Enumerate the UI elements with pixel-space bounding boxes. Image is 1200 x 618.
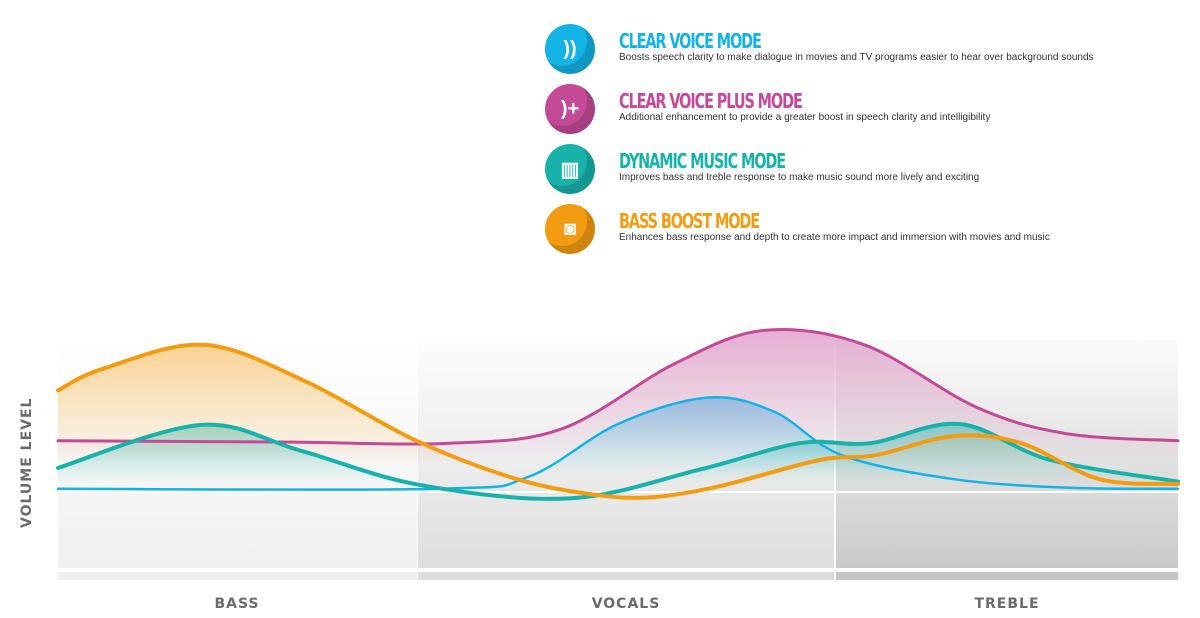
series-line xyxy=(56,327,1180,446)
y-axis-label: VOLUME LEVEL xyxy=(19,398,35,528)
x-tick-treble: TREBLE xyxy=(974,596,1039,612)
mode-title: DYNAMIC MUSIC MODE xyxy=(619,149,786,173)
series-line xyxy=(56,421,1180,501)
mode-description: Boosts speech clarity to make dialogue i… xyxy=(619,52,1094,63)
mode-title: BASS BOOST MODE xyxy=(619,209,760,233)
speaking-head-plus-icon: )+ xyxy=(545,84,595,134)
mode-title: CLEAR VOICE MODE xyxy=(619,29,762,53)
subwoofer-icon: ◙ xyxy=(545,204,595,254)
mode-description: Enhances bass response and depth to crea… xyxy=(619,232,1050,243)
series-area xyxy=(58,344,1178,498)
mode-description: Improves bass and treble response to mak… xyxy=(619,172,980,183)
mode-description: Additional enhancement to provide a grea… xyxy=(619,112,991,123)
x-tick-bass: BASS xyxy=(214,596,259,612)
bass-bar xyxy=(58,572,417,580)
x-tick-vocals: VOCALS xyxy=(592,596,661,612)
concert-stage-icon: ▥ xyxy=(545,144,595,194)
mode-title: CLEAR VOICE PLUS MODE xyxy=(619,89,803,113)
speaking-head-icon: )) xyxy=(545,24,595,74)
vocals-bar xyxy=(418,572,834,580)
treble-bar xyxy=(836,572,1178,580)
series-line xyxy=(56,342,1180,500)
